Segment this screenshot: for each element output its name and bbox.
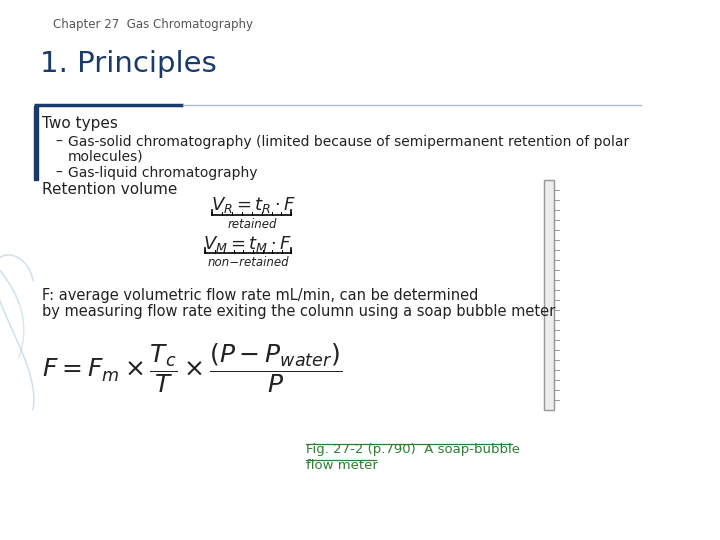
Bar: [34, 106, 38, 180]
Text: molecules): molecules): [68, 150, 143, 164]
Text: Chapter 27  Gas Chromatography: Chapter 27 Gas Chromatography: [53, 18, 253, 31]
Text: Retention volume: Retention volume: [42, 182, 178, 197]
Text: $V_R = t_R \cdot F$: $V_R = t_R \cdot F$: [211, 195, 296, 215]
Text: Gas-liquid chromatography: Gas-liquid chromatography: [68, 166, 257, 180]
Text: Gas-solid chromatography (limited because of semipermanent retention of polar: Gas-solid chromatography (limited becaus…: [68, 135, 629, 149]
Text: flow meter: flow meter: [306, 459, 378, 472]
Text: $V_M = t_M \cdot F$: $V_M = t_M \cdot F$: [203, 234, 293, 254]
Text: Fig. 27-2 (p.790)  A soap-bubble: Fig. 27-2 (p.790) A soap-bubble: [306, 443, 520, 456]
Text: non−retained: non−retained: [207, 256, 289, 269]
Text: by measuring flow rate exiting the column using a soap bubble meter: by measuring flow rate exiting the colum…: [42, 304, 555, 319]
Text: Two types: Two types: [42, 116, 118, 131]
Text: 1. Principles: 1. Principles: [40, 50, 217, 78]
Text: –: –: [55, 135, 62, 149]
Text: $F = F_m \times \dfrac{T_c}{T} \times \dfrac{(P - P_{water})}{P}$: $F = F_m \times \dfrac{T_c}{T} \times \d…: [42, 342, 342, 395]
Bar: [544, 180, 554, 410]
Text: F: average volumetric flow rate mL/min, can be determined: F: average volumetric flow rate mL/min, …: [42, 288, 479, 303]
Bar: [544, 180, 554, 410]
Text: –: –: [55, 166, 62, 180]
Text: retained: retained: [227, 218, 276, 231]
